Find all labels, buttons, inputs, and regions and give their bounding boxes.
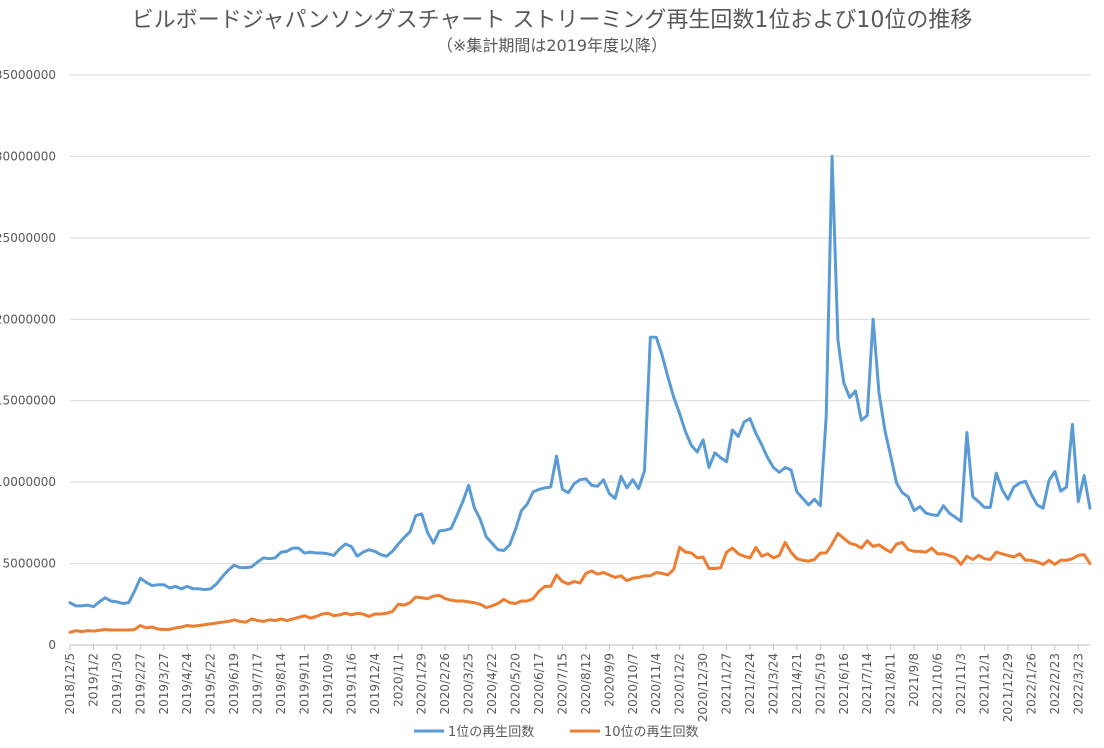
y-tick-label: 35000000 [0,68,56,82]
x-tick-label: 2020/11/4 [649,653,663,715]
x-tick-label: 2021/7/14 [860,653,874,715]
y-tick-label: 20000000 [0,312,56,326]
x-tick-label: 2019/11/6 [344,653,358,715]
y-tick-label: 5000000 [3,557,56,571]
gridlines [70,74,1090,565]
x-tick-label: 2018/12/5 [63,653,77,715]
x-tick-label: 2019/3/27 [157,653,171,715]
x-tick-label: 2021/9/8 [907,653,921,707]
series-line-0 [68,154,1092,609]
x-tick-label: 2020/9/9 [602,653,616,707]
y-axis: 0 5000000 10000000 15000000 20000000 25000000… [0,68,56,652]
x-tick-label: 2021/12/1 [977,653,991,715]
x-tick-label: 2020/4/22 [485,653,499,715]
x-tick-label: 2019/1/30 [110,653,124,715]
chart-title: ビルボードジャパンソングスチャート ストリーミング再生回数1位および10位の推移 [132,8,973,33]
x-tick-label: 2021/4/21 [790,653,804,715]
x-tick-label: 2019/2/27 [133,653,147,715]
legend: 1位の再生回数 10位の再生回数 [414,725,699,740]
x-tick-label: 2019/8/14 [274,653,288,715]
x-tick-label: 2021/1/27 [720,653,734,715]
x-tick-label: 2022/2/23 [1048,653,1062,715]
x-tick-label: 2020/10/7 [626,653,640,715]
x-tick-label: 2019/6/19 [227,653,241,715]
x-tick-label: 2020/2/26 [438,653,452,715]
legend-label-0: 1位の再生回数 [448,725,534,740]
y-tick-label: 25000000 [0,231,56,245]
x-tick-label: 2021/6/16 [837,653,851,715]
series-line-1 [68,531,1092,634]
x-tick-label: 2022/3/23 [1071,653,1085,715]
x-tick-label: 2020/3/25 [462,653,476,715]
x-tick-label: 2019/4/24 [180,653,194,715]
legend-label-1: 10位の再生回数 [604,725,699,740]
chart-subtitle: （※集計期間は2019年度以降） [437,36,667,55]
x-tick-label: 2020/12/30 [696,653,710,722]
x-tick-label: 2021/12/29 [1001,653,1015,722]
x-tick-label: 2020/12/2 [673,653,687,715]
x-tick-label: 2021/5/19 [813,653,827,715]
x-tick-label: 2020/8/12 [579,653,593,715]
x-tick-label: 2020/7/15 [555,653,569,715]
x-tick-label: 2020/1/29 [415,653,429,715]
x-tick-label: 2020/5/20 [509,653,523,715]
x-tick-label: 2019/12/4 [368,653,382,715]
y-tick-label: 30000000 [0,149,56,163]
x-tick-label: 2019/7/17 [251,653,265,715]
x-tick-label: 2021/3/24 [766,653,780,715]
x-tick-label: 2021/11/3 [954,653,968,715]
x-tick-label: 2020/1/1 [391,653,405,707]
x-tick-label: 2021/10/6 [931,653,945,715]
x-tick-label: 2021/2/24 [743,653,757,715]
y-tick-label: 10000000 [0,475,56,489]
x-tick-label: 2019/9/11 [297,653,311,715]
y-tick-label: 0 [48,638,56,652]
x-tick-label: 2021/8/11 [884,653,898,715]
x-tick-label: 2020/6/17 [532,653,546,715]
x-axis: 2018/12/5 2019/1/2 2019/1/30 2019/2/27 2019/… [63,645,1085,722]
x-tick-label: 2022/1/26 [1024,653,1038,715]
x-tick-label: 2019/10/9 [321,653,335,715]
x-tick-label: 2019/1/2 [86,653,100,707]
y-tick-label: 15000000 [0,394,56,408]
x-tick-label: 2019/5/22 [204,653,218,715]
series-group [68,154,1092,634]
